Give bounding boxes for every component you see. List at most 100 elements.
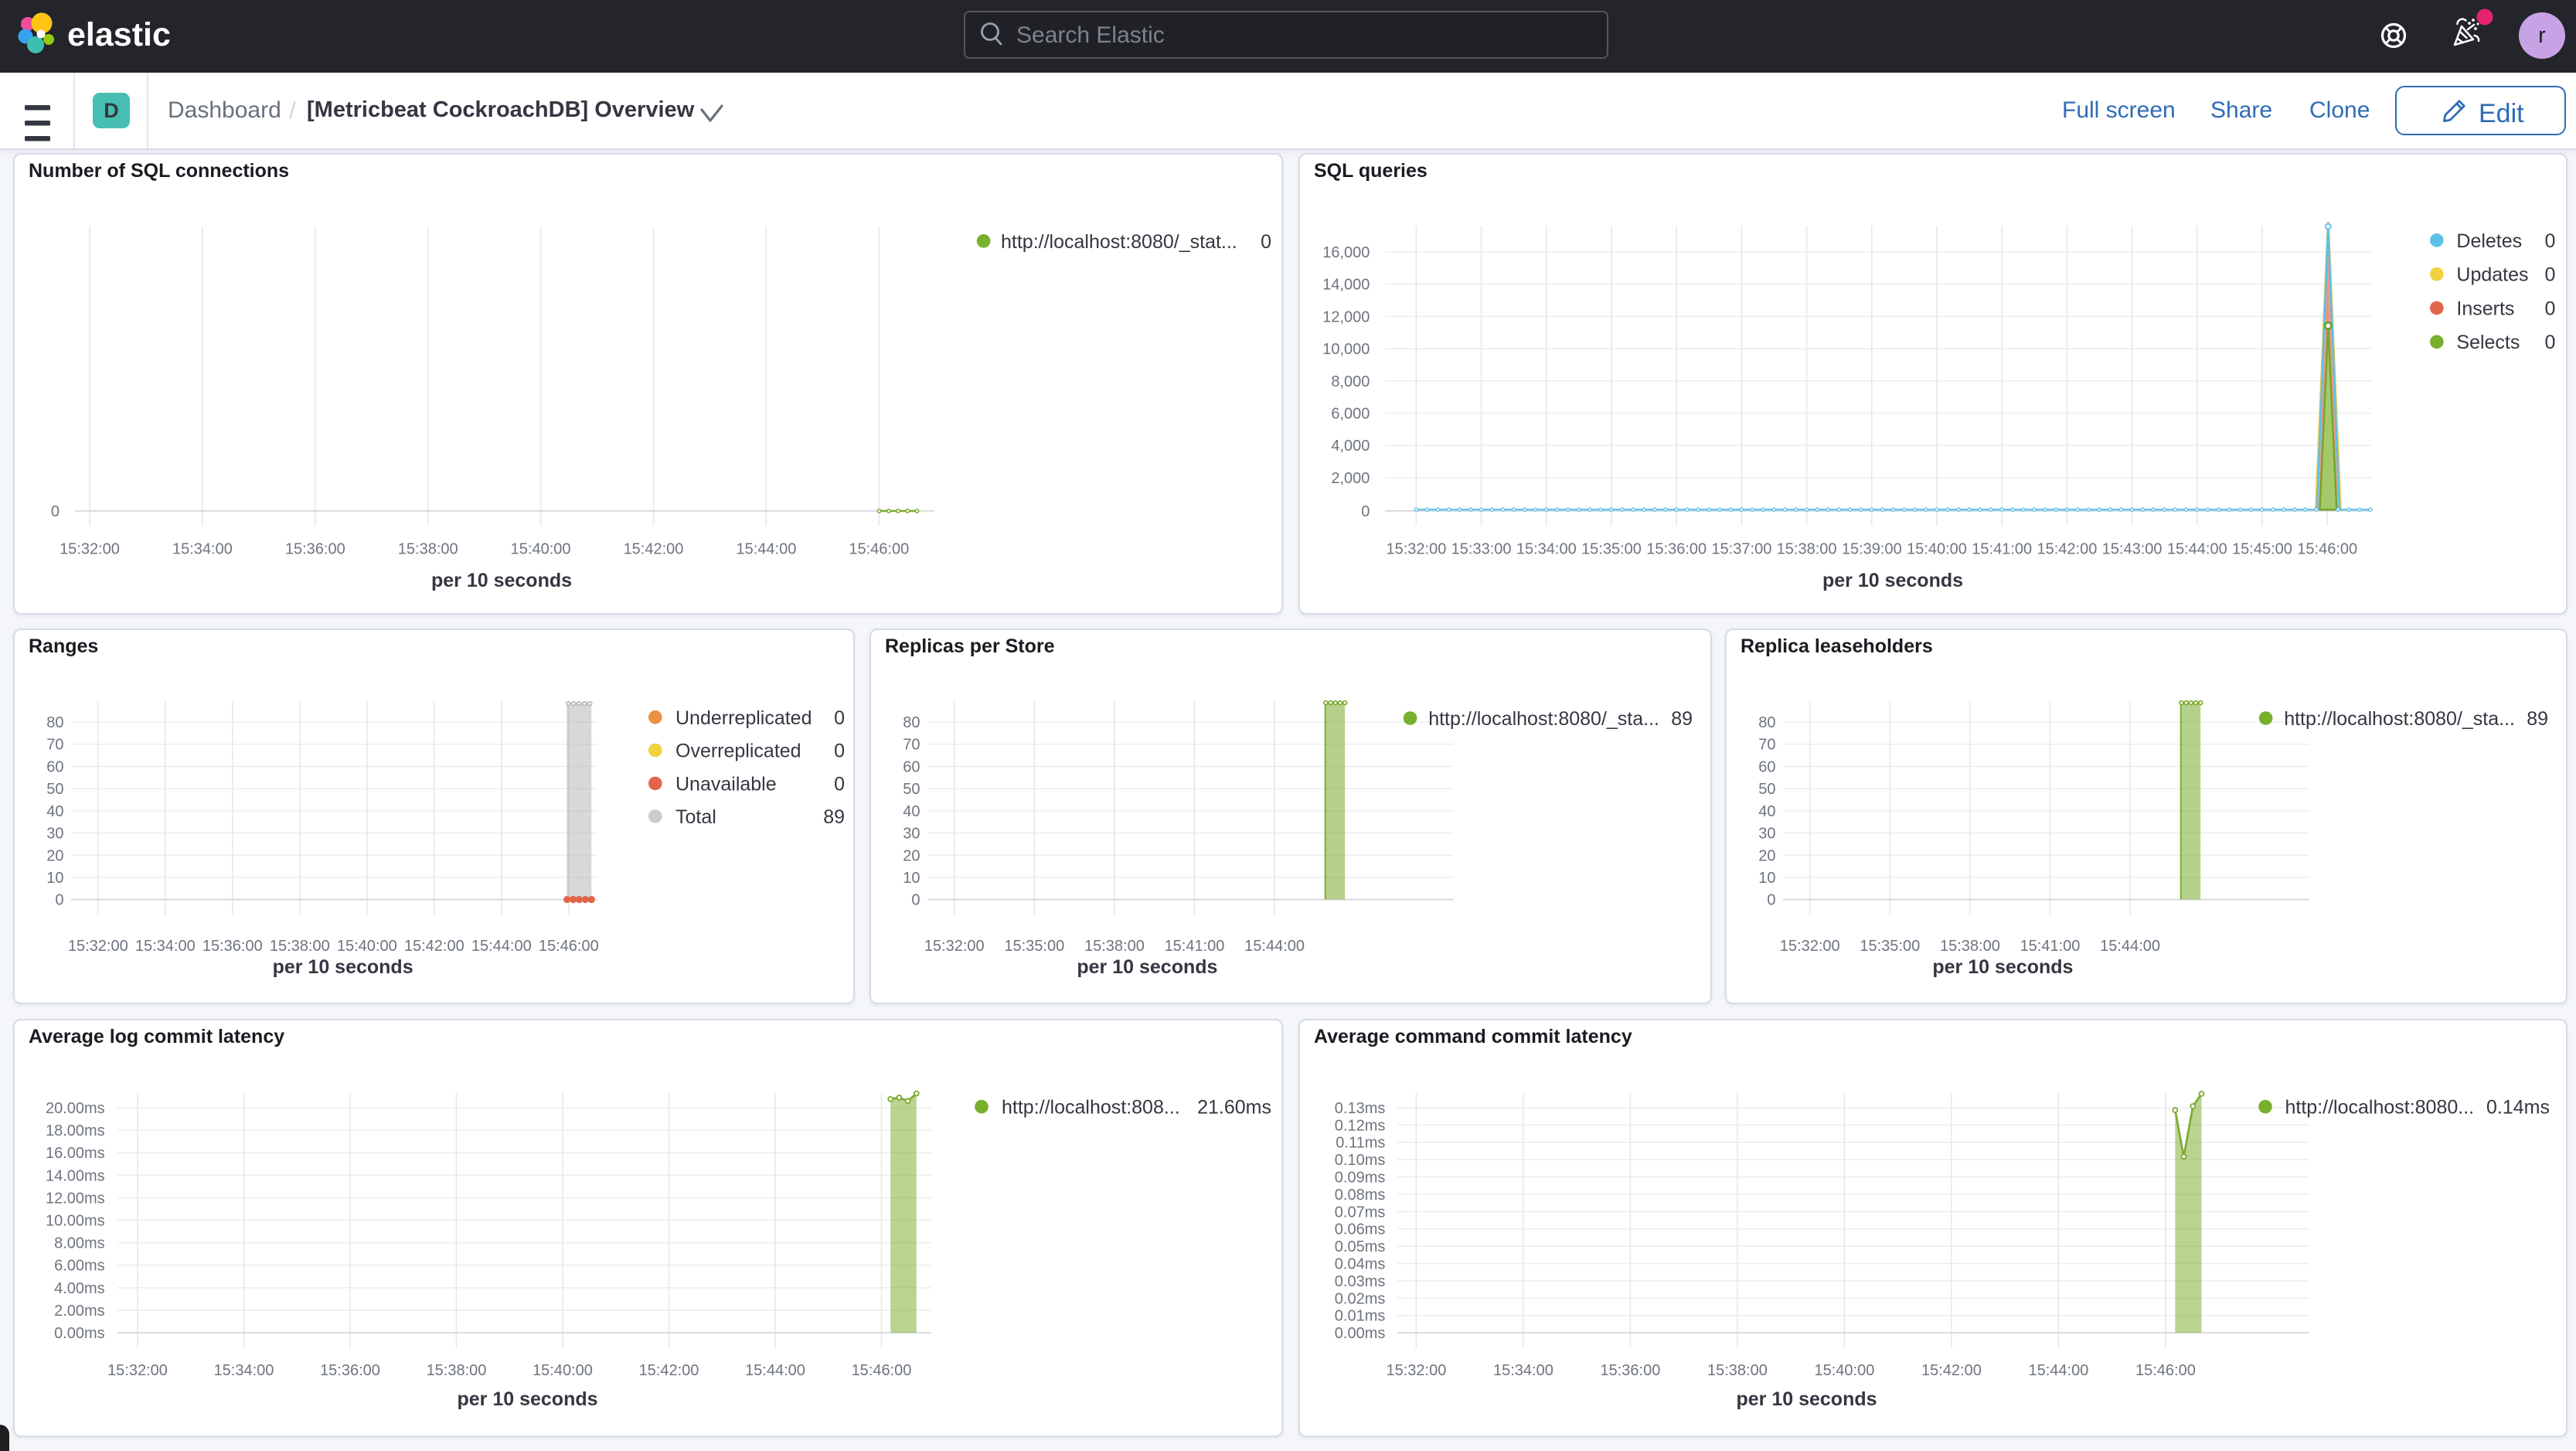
svg-text:15:42:00: 15:42:00: [2037, 541, 2097, 558]
svg-text:4.00ms: 4.00ms: [54, 1280, 105, 1297]
svg-text:15:32:00: 15:32:00: [1386, 1362, 1446, 1379]
svg-text:0.14ms: 0.14ms: [2486, 1097, 2550, 1119]
svg-text:15:38:00: 15:38:00: [1707, 1362, 1768, 1379]
svg-text:0.00ms: 0.00ms: [54, 1325, 105, 1342]
svg-text:15:36:00: 15:36:00: [202, 938, 263, 955]
svg-text:15:37:00: 15:37:00: [1711, 541, 1771, 558]
svg-text:15:41:00: 15:41:00: [2020, 938, 2081, 955]
svg-text:15:42:00: 15:42:00: [1921, 1362, 1982, 1379]
svg-text:0: 0: [2544, 298, 2555, 319]
svg-text:Inserts: Inserts: [2456, 298, 2514, 319]
svg-text:0.12ms: 0.12ms: [1335, 1117, 1386, 1134]
svg-text:10: 10: [903, 870, 920, 887]
svg-text:Overreplicated: Overreplicated: [675, 741, 801, 762]
svg-text:0: 0: [1261, 231, 1271, 253]
svg-text:per 10 seconds: per 10 seconds: [1077, 956, 1217, 978]
svg-text:89: 89: [2527, 708, 2548, 730]
svg-text:http://localhost:8080/_stat...: http://localhost:8080/_stat...: [1001, 231, 1237, 253]
svg-text:15:32:00: 15:32:00: [924, 938, 985, 955]
svg-text:15:35:00: 15:35:00: [1860, 938, 1920, 955]
svg-text:Total: Total: [675, 806, 716, 828]
svg-text:0: 0: [834, 707, 845, 729]
svg-text:15:40:00: 15:40:00: [511, 541, 571, 558]
svg-text:15:34:00: 15:34:00: [135, 938, 196, 955]
svg-text:15:33:00: 15:33:00: [1451, 541, 1512, 558]
svg-text:60: 60: [46, 758, 63, 775]
svg-text:15:42:00: 15:42:00: [639, 1362, 699, 1379]
svg-text:Underreplicated: Underreplicated: [675, 707, 812, 729]
svg-text:15:34:00: 15:34:00: [1493, 1362, 1553, 1379]
svg-text:per 10 seconds: per 10 seconds: [273, 956, 413, 978]
svg-text:2.00ms: 2.00ms: [54, 1303, 105, 1320]
svg-text:0.03ms: 0.03ms: [1335, 1273, 1386, 1290]
svg-text:Updates: Updates: [2456, 264, 2528, 286]
svg-text:15:38:00: 15:38:00: [427, 1362, 487, 1379]
svg-text:15:43:00: 15:43:00: [2102, 541, 2163, 558]
svg-text:10.00ms: 10.00ms: [46, 1213, 105, 1230]
svg-text:15:36:00: 15:36:00: [1646, 541, 1707, 558]
svg-text:0.00ms: 0.00ms: [1335, 1325, 1386, 1342]
svg-text:15:32:00: 15:32:00: [107, 1362, 168, 1379]
svg-text:30: 30: [903, 826, 920, 843]
svg-text:15:34:00: 15:34:00: [1516, 541, 1577, 558]
svg-text:2,000: 2,000: [1331, 470, 1370, 487]
svg-text:0: 0: [2544, 264, 2555, 286]
svg-text:0: 0: [2544, 230, 2555, 252]
svg-text:per 10 seconds: per 10 seconds: [457, 1388, 597, 1410]
svg-text:50: 50: [903, 781, 920, 798]
svg-text:15:46:00: 15:46:00: [849, 541, 909, 558]
svg-text:70: 70: [46, 737, 63, 754]
svg-text:12,000: 12,000: [1322, 308, 1370, 325]
svg-text:89: 89: [823, 806, 845, 828]
svg-text:15:46:00: 15:46:00: [539, 938, 599, 955]
svg-text:70: 70: [903, 737, 920, 754]
svg-text:80: 80: [46, 714, 63, 731]
svg-text:0.06ms: 0.06ms: [1335, 1221, 1386, 1238]
svg-text:15:34:00: 15:34:00: [172, 541, 233, 558]
svg-text:10: 10: [1758, 870, 1775, 887]
svg-text:4,000: 4,000: [1331, 438, 1370, 455]
svg-text:0.05ms: 0.05ms: [1335, 1238, 1386, 1255]
svg-text:40: 40: [903, 803, 920, 820]
svg-text:15:42:00: 15:42:00: [404, 938, 464, 955]
svg-text:Deletes: Deletes: [2456, 230, 2522, 252]
svg-text:15:46:00: 15:46:00: [2135, 1362, 2196, 1379]
svg-text:8,000: 8,000: [1331, 373, 1370, 390]
svg-text:80: 80: [1758, 714, 1775, 731]
svg-text:15:35:00: 15:35:00: [1004, 938, 1064, 955]
svg-text:15:36:00: 15:36:00: [285, 541, 345, 558]
svg-text:0: 0: [1361, 503, 1370, 520]
svg-text:70: 70: [1758, 737, 1775, 754]
svg-text:60: 60: [1758, 758, 1775, 775]
svg-text:0: 0: [834, 741, 845, 762]
svg-text:20: 20: [903, 847, 920, 864]
svg-text:40: 40: [46, 803, 63, 820]
svg-text:14,000: 14,000: [1322, 277, 1370, 294]
svg-text:20.00ms: 20.00ms: [46, 1100, 105, 1117]
svg-text:0: 0: [55, 892, 63, 909]
svg-text:0.04ms: 0.04ms: [1335, 1256, 1386, 1273]
svg-text:0: 0: [834, 773, 845, 795]
svg-text:15:41:00: 15:41:00: [1972, 541, 2032, 558]
svg-text:15:41:00: 15:41:00: [1165, 938, 1225, 955]
svg-text:http://localhost:8080/_sta...: http://localhost:8080/_sta...: [2284, 708, 2515, 730]
svg-text:30: 30: [46, 826, 63, 843]
svg-text:http://localhost:808...: http://localhost:808...: [1002, 1097, 1180, 1119]
svg-text:15:46:00: 15:46:00: [2297, 541, 2357, 558]
svg-text:15:38:00: 15:38:00: [1084, 938, 1145, 955]
svg-text:8.00ms: 8.00ms: [54, 1235, 105, 1252]
svg-text:15:38:00: 15:38:00: [270, 938, 330, 955]
svg-text:15:46:00: 15:46:00: [852, 1362, 912, 1379]
svg-text:per 10 seconds: per 10 seconds: [1932, 956, 2073, 978]
svg-text:0.02ms: 0.02ms: [1335, 1290, 1386, 1307]
svg-text:0.01ms: 0.01ms: [1335, 1308, 1386, 1325]
svg-text:0.08ms: 0.08ms: [1335, 1187, 1386, 1204]
svg-text:18.00ms: 18.00ms: [46, 1122, 105, 1139]
svg-text:15:44:00: 15:44:00: [471, 938, 532, 955]
svg-text:15:44:00: 15:44:00: [736, 541, 796, 558]
svg-text:60: 60: [903, 758, 920, 775]
svg-text:15:32:00: 15:32:00: [1780, 938, 1840, 955]
svg-text:40: 40: [1758, 803, 1775, 820]
svg-text:80: 80: [903, 714, 920, 731]
svg-text:Unavailable: Unavailable: [675, 773, 777, 795]
